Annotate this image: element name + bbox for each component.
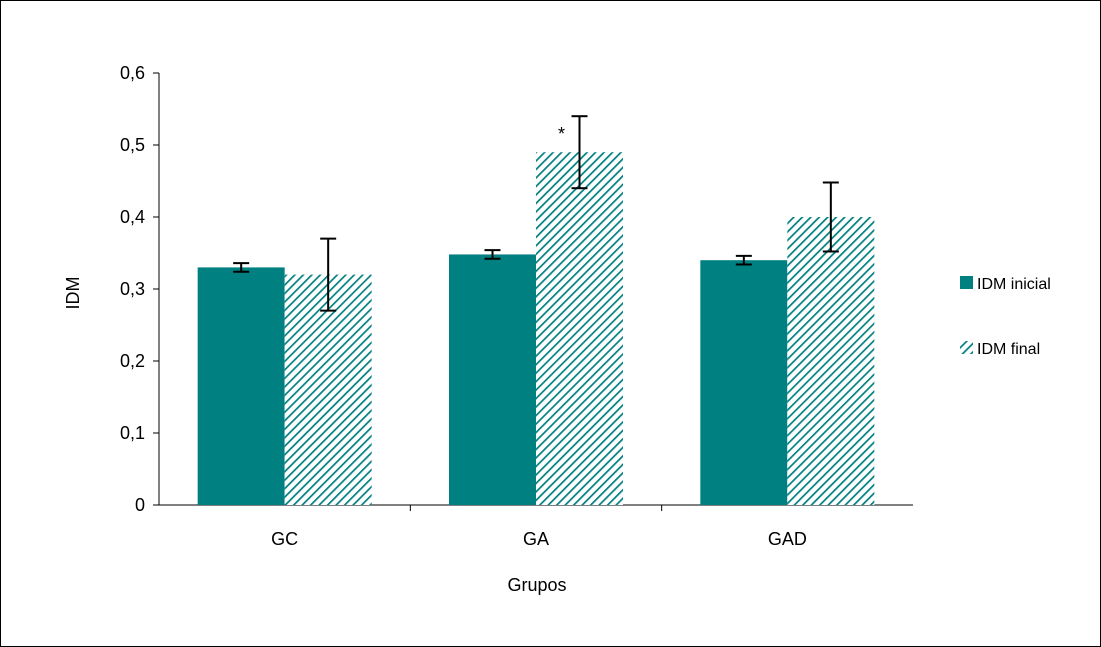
y-tick-label: 0,4 (120, 207, 145, 227)
significance-marker: * (558, 124, 565, 144)
bar-ga-final (536, 152, 623, 505)
bar-gc-final (284, 274, 372, 505)
bar-gc-inicial (197, 267, 285, 505)
x-axis-title: Grupos (507, 575, 566, 595)
legend-label: IDM final (977, 341, 1040, 358)
y-tick-label: 0,1 (120, 423, 145, 443)
bar-gad-inicial (700, 260, 788, 505)
legend: IDM inicial IDM final (960, 276, 1051, 358)
y-tick-label: 0,6 (120, 63, 145, 83)
y-tick-label: 0,5 (120, 135, 145, 155)
legend-label: IDM inicial (977, 276, 1051, 293)
y-axis-title: IDM (63, 277, 83, 310)
x-tick-label: GAD (768, 529, 807, 549)
y-tick-label: 0 (135, 495, 145, 515)
legend-swatch-final (960, 341, 973, 354)
bar-gad-final (787, 217, 875, 505)
y-tick-label: 0,3 (120, 279, 145, 299)
x-tick-label: GC (271, 529, 298, 549)
y-tick-label: 0,2 (120, 351, 145, 371)
legend-swatch-inicial (960, 276, 973, 289)
x-tick-label: GA (523, 529, 549, 549)
bar-ga-inicial (449, 254, 536, 505)
